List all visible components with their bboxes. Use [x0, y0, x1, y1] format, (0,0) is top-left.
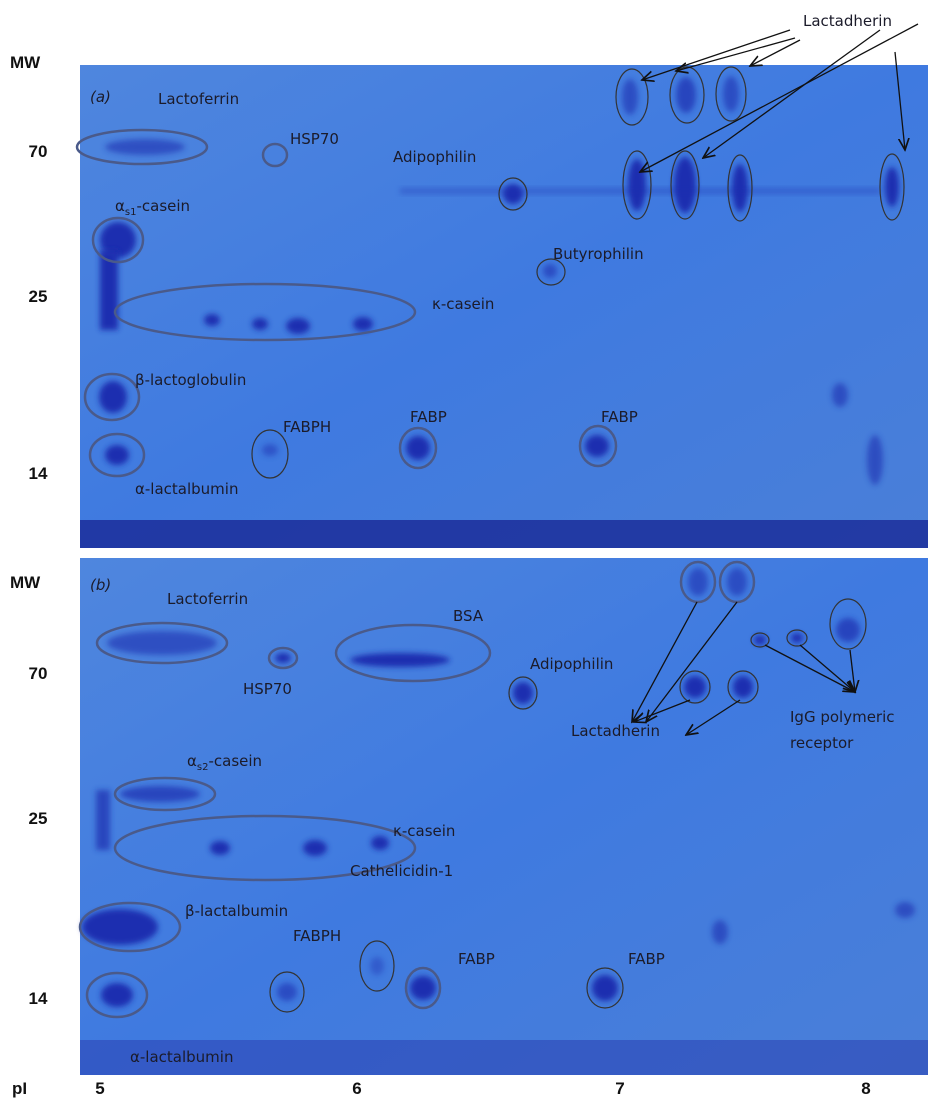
annotation: FABP — [410, 408, 447, 426]
annotation-part: α — [187, 752, 197, 770]
gel-panel-b: MW 70 25 14 (b) Lactoferrin BSA HSP70 Ad… — [10, 558, 928, 1075]
arrows — [640, 23, 919, 172]
annotation: β-lactalbumin — [185, 902, 288, 920]
gel-panel-a: MW 70 25 14 (a) Lactoferrin HSP70 Adipop… — [10, 12, 928, 548]
annotation-sub: s1 — [125, 207, 137, 218]
arrows — [632, 601, 855, 735]
panel-label: (a) — [90, 88, 111, 106]
annotation: α-lactalbumin — [135, 480, 238, 498]
annotation: HSP70 — [290, 130, 339, 148]
mw-tick: 70 — [29, 664, 48, 683]
gel-front — [80, 1040, 928, 1075]
annotation: α-lactalbumin — [130, 1048, 233, 1066]
mw-tick: 25 — [29, 809, 48, 828]
annotation-sub: s2 — [197, 762, 209, 773]
annotation: κ-casein — [393, 822, 455, 840]
annotation: FABP — [628, 950, 665, 968]
annotation: αs2-casein — [187, 752, 262, 773]
annotation: FABP — [458, 950, 495, 968]
annotation: Lactadherin — [571, 722, 660, 740]
annotation: FABPH — [293, 927, 341, 945]
annotation: Lactoferrin — [167, 590, 248, 608]
annotation: IgG polymeric — [790, 708, 895, 726]
rings — [78, 560, 867, 1019]
pi-label: pI — [12, 1079, 27, 1098]
annotation: Butyrophilin — [553, 245, 644, 263]
annotation: Cathelicidin-1 — [350, 862, 453, 880]
annotation: HSP70 — [243, 680, 292, 698]
panel-label: (b) — [90, 576, 111, 594]
annotation: αs1-casein — [115, 197, 190, 218]
pi-tick: 5 — [95, 1079, 104, 1098]
pi-axis: pI 5 6 7 8 — [12, 1079, 871, 1098]
annotation: κ-casein — [432, 295, 494, 313]
pi-tick: 6 — [352, 1079, 361, 1098]
pi-tick: 7 — [615, 1079, 624, 1098]
mw-tick: 14 — [29, 989, 48, 1008]
pi-tick: 8 — [861, 1079, 870, 1098]
mw-tick: 14 — [29, 464, 48, 483]
rings — [75, 66, 905, 479]
mw-label: MW — [10, 573, 41, 592]
annotation: Lactoferrin — [158, 90, 239, 108]
gel-front — [80, 520, 928, 548]
mw-tick: 70 — [29, 142, 48, 161]
annotation-part: -casein — [208, 752, 262, 770]
annotation: FABP — [601, 408, 638, 426]
annotation-part: α — [115, 197, 125, 215]
spots — [99, 76, 899, 485]
mw-label: MW — [10, 53, 41, 72]
annotation: Adipophilin — [530, 655, 613, 673]
spots — [82, 568, 915, 1007]
annotation: β-lactoglobulin — [135, 371, 246, 389]
mw-tick: 25 — [29, 287, 48, 306]
annotation: Lactadherin — [803, 12, 892, 30]
annotation-part: -casein — [136, 197, 190, 215]
gel — [80, 65, 928, 548]
annotation: BSA — [453, 607, 484, 625]
annotation: receptor — [790, 734, 854, 752]
annotation: FABPH — [283, 418, 331, 436]
annotation: Adipophilin — [393, 148, 476, 166]
